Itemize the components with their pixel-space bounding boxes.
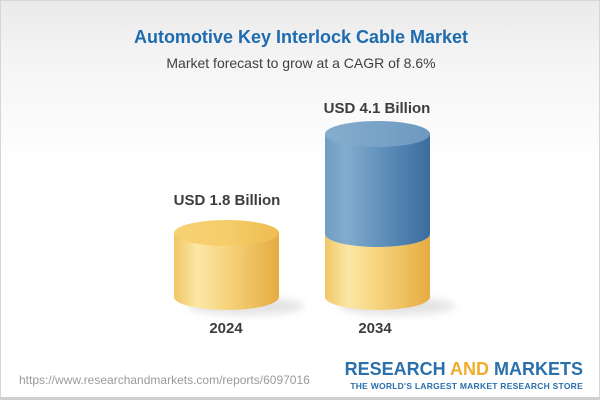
- chart-subtitle: Market forecast to grow at a CAGR of 8.6…: [166, 55, 436, 71]
- chart-title: Automotive Key Interlock Cable Market: [133, 27, 469, 47]
- logo-word-research: RESEARCH: [344, 359, 446, 379]
- value-label-2034: USD 4.1 Billion: [323, 100, 431, 117]
- bar-2034-base-segment: [325, 234, 430, 310]
- report-url: https://www.researchandmarkets.com/repor…: [19, 373, 310, 387]
- logo-wordmark: RESEARCH AND MARKETS: [345, 360, 583, 378]
- bar-2034-growth-segment: [325, 134, 430, 248]
- value-label-2024: USD 1.8 Billion: [173, 192, 281, 209]
- category-label-2024: 2024: [209, 320, 243, 337]
- logo-word-and: AND: [449, 359, 489, 379]
- research-and-markets-logo: RESEARCH AND MARKETS THE WORLD'S LARGEST…: [345, 360, 583, 391]
- bar-2034-cylinder: [325, 121, 430, 310]
- bar-2024-cylinder: [174, 220, 279, 310]
- category-label-2034: 2034: [358, 320, 392, 337]
- logo-word-markets: MARKETS: [494, 359, 583, 379]
- logo-tagline: THE WORLD'S LARGEST MARKET RESEARCH STOR…: [350, 381, 583, 391]
